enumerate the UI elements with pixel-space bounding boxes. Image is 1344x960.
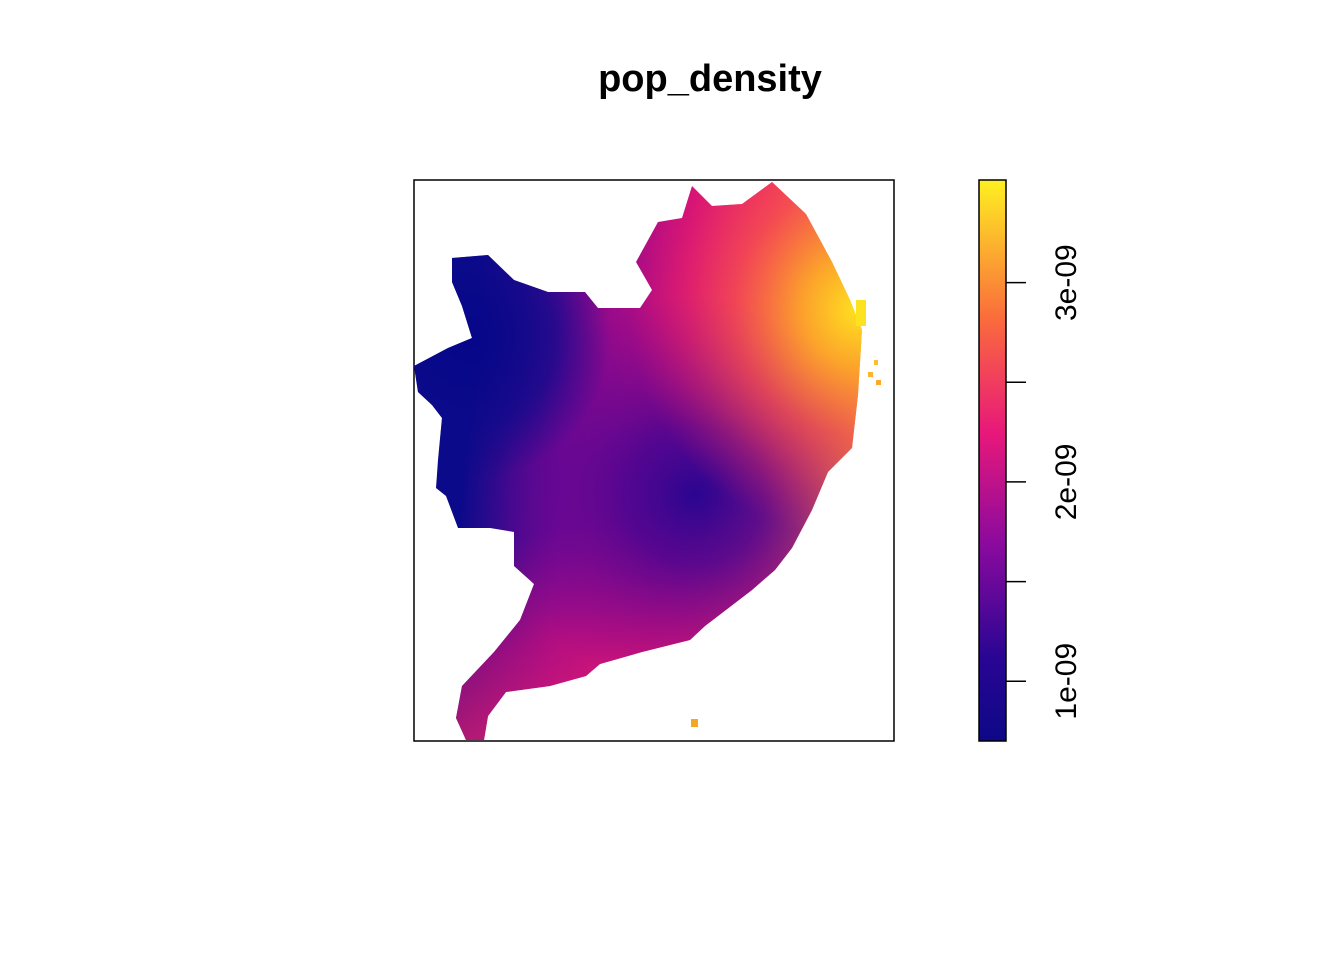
colorbar-tick-label: 2e-09 — [1050, 444, 1083, 521]
colorbar-rect — [978, 179, 1007, 742]
page-title: pop_density — [598, 58, 822, 100]
colorbar-tick-label: 1e-09 — [1050, 643, 1083, 720]
colorbar-tick-label: 3e-09 — [1050, 244, 1083, 321]
isolated-cells — [691, 300, 881, 727]
plot-frame — [413, 179, 895, 742]
density-raster — [414, 182, 862, 740]
colorbar-ticks: 1e-09 2e-09 3e-09 — [1006, 244, 1083, 720]
legend-colorbar: 1e-09 2e-09 3e-09 — [978, 179, 1083, 742]
